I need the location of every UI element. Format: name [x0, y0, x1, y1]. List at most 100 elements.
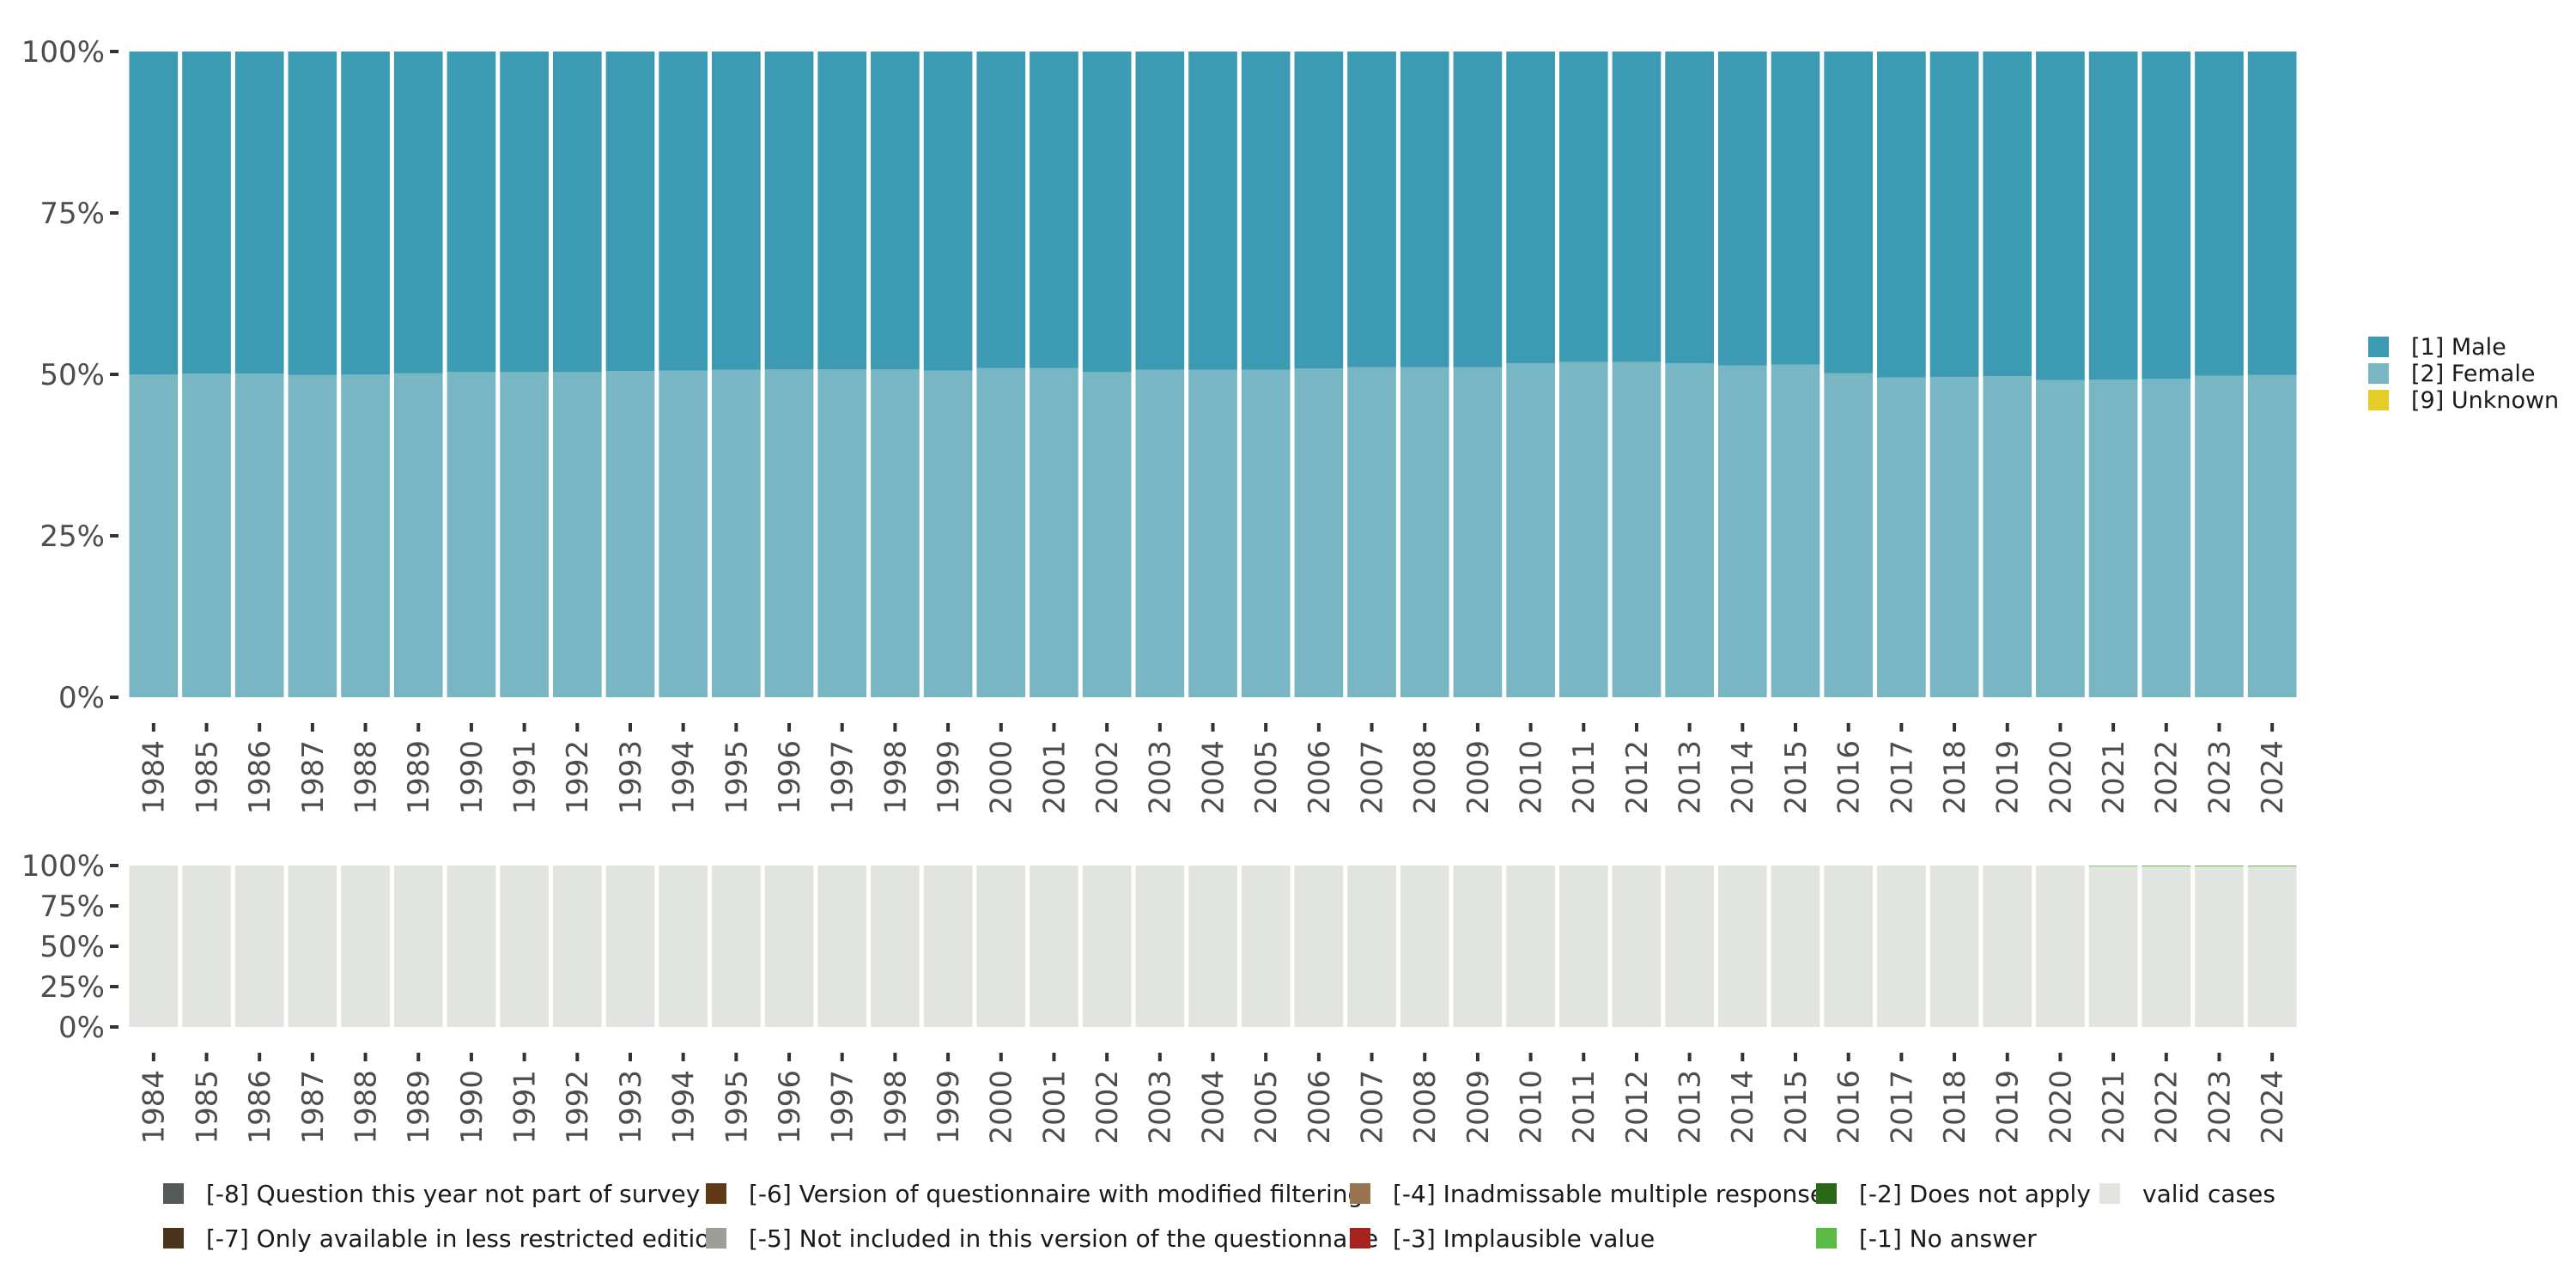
legend-label: [-6] Version of questionnaire with modif…: [749, 1180, 1363, 1208]
bar-segment-1984-valid-cases: [129, 866, 179, 1027]
x-tick-label: 2013: [1674, 1070, 1708, 1145]
bar-segment-2007-1-male: [1347, 52, 1396, 368]
bar-segment-1999-valid-cases: [923, 866, 973, 1027]
bar-segment-1998-valid-cases: [871, 866, 920, 1027]
bar-segment-2005-1-male: [1241, 52, 1291, 370]
legend-label: [-4] Inadmissable multiple response: [1393, 1180, 1825, 1208]
x-tick-label: 1988: [349, 740, 383, 815]
x-tick-label: 2013: [1674, 740, 1708, 815]
legend-swatch: [2099, 1183, 2120, 1204]
legend-label: [-8] Question this year not part of surv…: [206, 1180, 700, 1208]
bar-segment-2020-2-female: [2036, 380, 2085, 697]
bar-segment-2014-valid-cases: [1717, 866, 1767, 1027]
x-tick-label: 2008: [1408, 740, 1443, 815]
x-tick-label: 2005: [1249, 1070, 1284, 1145]
legend-swatch: [706, 1228, 726, 1249]
x-tick-label: 2011: [1567, 1070, 1601, 1145]
legend-label: [2] Female: [2411, 361, 2535, 387]
x-tick-label: 2004: [1196, 1070, 1230, 1145]
x-tick-label: 1993: [614, 1070, 648, 1145]
bar-segment-2009-1-male: [1453, 52, 1503, 368]
bar-segment-1990-1-male: [447, 52, 496, 372]
x-tick-label: 2006: [1303, 1070, 1337, 1145]
x-tick-label: 2012: [1620, 740, 1655, 815]
bar-segment-1985-valid-cases: [182, 866, 231, 1027]
x-tick-label: 2012: [1620, 1070, 1655, 1145]
x-tick-label: 2000: [985, 740, 1019, 815]
bar-segment-2020-valid-cases: [2036, 866, 2085, 1027]
bar-segment-2015-1-male: [1771, 52, 1820, 365]
bar-segment-1999-1-male: [923, 52, 973, 371]
bar-segment-2002-2-female: [1082, 371, 1132, 697]
bar-segment-2009-2-female: [1453, 367, 1503, 697]
legend-label: valid cases: [2142, 1180, 2275, 1208]
legend-swatch: [1350, 1183, 1370, 1204]
x-tick-label: 2018: [1938, 1070, 1972, 1145]
y-tick-label: 100%: [21, 849, 105, 884]
bar-segment-1993-1-male: [605, 52, 655, 372]
x-tick-label: 2002: [1091, 740, 1125, 815]
top-chart-legend: [1] Male[2] Female[9] Unknown: [2368, 334, 2559, 414]
bar-segment-1994-valid-cases: [659, 866, 708, 1027]
x-tick-label: 1990: [455, 740, 489, 815]
bar-segment-2001-valid-cases: [1030, 866, 1078, 1027]
bar-segment-1987-1-male: [288, 52, 337, 375]
bar-segment-2018-1-male: [1929, 52, 1979, 378]
y-tick-label: 25%: [39, 519, 105, 554]
legend-swatch: [2368, 390, 2389, 410]
x-tick-label: 2016: [1832, 740, 1867, 815]
bar-segment-1997-1-male: [817, 52, 867, 369]
bar-segment-2000-1-male: [976, 52, 1026, 368]
bar-segment-1986-2-female: [234, 374, 284, 697]
bottom-chart-legend: [-8] Question this year not part of surv…: [163, 1180, 2275, 1253]
bar-segment-2001-1-male: [1030, 52, 1078, 368]
bar-segment-2006-valid-cases: [1294, 866, 1344, 1027]
bar-segment-2019-1-male: [1983, 52, 2032, 377]
x-tick-label: 1999: [932, 1070, 966, 1145]
x-tick-label: 1990: [455, 1070, 489, 1145]
bar-segment-2010-1-male: [1506, 52, 1555, 364]
x-tick-label: 2005: [1249, 740, 1284, 815]
bar-segment-2019-2-female: [1983, 376, 2032, 697]
x-tick-label: 2018: [1938, 740, 1972, 815]
bar-segment-2014-2-female: [1717, 365, 1767, 697]
bar-segment-1998-2-female: [871, 368, 920, 697]
x-tick-label: 1986: [243, 1070, 277, 1145]
bar-segment-1991-valid-cases: [500, 866, 549, 1027]
x-tick-label: 1997: [826, 740, 860, 815]
x-tick-label: 1995: [720, 740, 754, 815]
bar-segment-2018-valid-cases: [1929, 866, 1979, 1027]
bar-segment-1985-2-female: [182, 374, 231, 697]
bar-segment-2024-2-female: [2247, 374, 2297, 697]
bar-segment-2007-2-female: [1347, 367, 1396, 697]
y-tick-label: 25%: [39, 970, 105, 1005]
legend-label: [-5] Not included in this version of the…: [749, 1224, 1378, 1253]
legend-swatch: [1816, 1228, 1837, 1249]
bar-segment-1992-valid-cases: [552, 866, 602, 1027]
bar-segment-1990-2-female: [447, 371, 496, 697]
x-tick-label: 2024: [2256, 1070, 2290, 1145]
x-tick-label: 2015: [1779, 1070, 1814, 1145]
bar-segment-1989-2-female: [393, 373, 443, 697]
bar-segment-2010-valid-cases: [1506, 866, 1555, 1027]
bar-segment-2001-2-female: [1030, 368, 1078, 697]
bar-segment-2017-2-female: [1877, 377, 1926, 697]
bar-segment-1996-1-male: [764, 52, 814, 369]
bar-segment-2003-valid-cases: [1135, 866, 1185, 1027]
bottom-chart-panel: 0% 25% 50% 75% 100% 1984 1985 1986 1987 1988 1989 1…: [21, 849, 2297, 1145]
bar-segment-2020-1-male: [2036, 52, 2085, 380]
x-tick-label: 2002: [1091, 1070, 1125, 1145]
bar-segment-1984-1-male: [129, 52, 179, 374]
x-tick-label: 2011: [1567, 740, 1601, 815]
bar-segment-2004-valid-cases: [1188, 866, 1237, 1027]
x-tick-label: 2022: [2150, 740, 2184, 815]
bar-segment-1996-valid-cases: [764, 866, 814, 1027]
bar-segment-2003-1-male: [1135, 52, 1185, 370]
bar-segment-2009-valid-cases: [1453, 866, 1503, 1027]
x-tick-label: 1989: [402, 740, 436, 815]
x-tick-label: 1987: [296, 1070, 331, 1145]
bar-segment-2010-2-female: [1506, 363, 1555, 697]
x-tick-label: 1998: [878, 1070, 913, 1145]
bar-segment-1992-1-male: [552, 52, 602, 372]
